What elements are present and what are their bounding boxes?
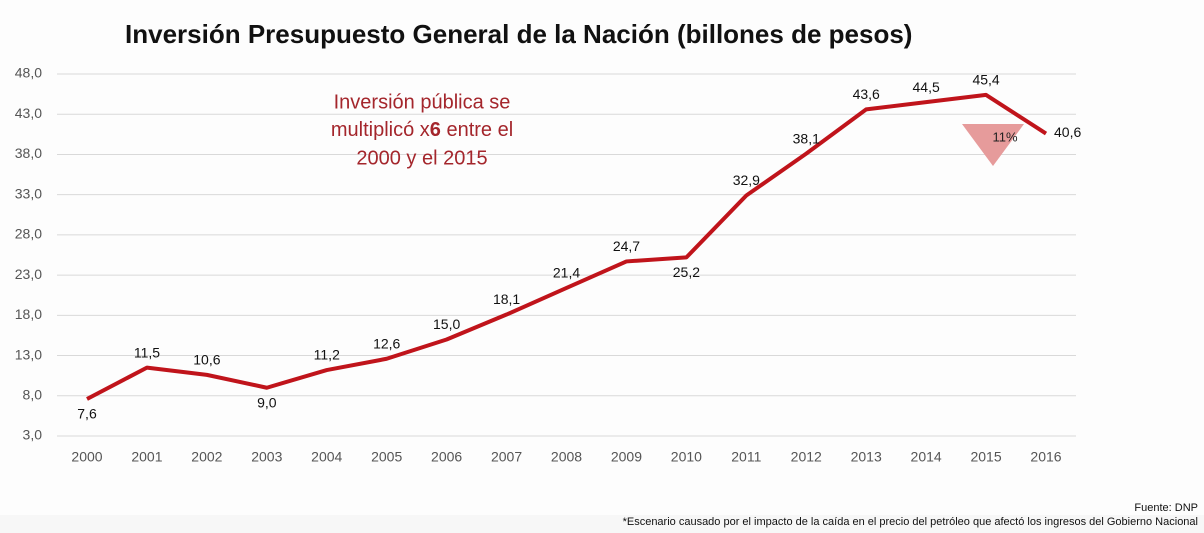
value-label: 40,6 [1054,124,1081,140]
value-label: 32,9 [733,172,760,188]
x-tick-label: 2004 [311,449,342,465]
annotation: 2000 y el 2015 [356,147,487,169]
value-label: 15,0 [433,316,460,332]
x-tick-label: 2000 [71,449,102,465]
y-tick-label: 8,0 [23,386,43,402]
panel [0,0,1204,515]
x-tick-label: 2002 [191,449,222,465]
x-tick-label: 2007 [491,449,522,465]
value-label: 43,6 [853,86,880,102]
x-tick-label: 2015 [970,449,1001,465]
x-tick-label: 2014 [911,449,942,465]
x-tick-label: 2001 [131,449,162,465]
value-label: 11,2 [314,347,340,363]
x-tick-label: 2003 [251,449,282,465]
annotation: Inversión pública se [334,91,511,113]
value-label: 11,5 [134,344,160,360]
y-tick-label: 38,0 [15,145,42,161]
value-label: 21,4 [553,265,580,281]
y-tick-label: 28,0 [15,226,42,242]
x-tick-label: 2012 [791,449,822,465]
drop-marker [962,124,1024,166]
value-label: 18,1 [493,291,520,307]
y-tick-label: 48,0 [15,65,42,81]
value-label: 12,6 [373,335,400,351]
value-label: 10,6 [193,352,220,368]
value-label: 25,2 [673,264,700,280]
x-tick-label: 2016 [1030,449,1061,465]
value-label: 44,5 [913,79,940,95]
value-label: 7,6 [77,406,97,422]
annotation-part: 6 [430,119,441,141]
annotation: multiplicó x6 entre el [331,119,513,141]
value-label: 45,4 [972,72,999,88]
source: Fuente: DNP [1134,502,1198,514]
y-tick-label: 13,0 [15,346,42,362]
x-tick-label: 2005 [371,449,402,465]
line [86,92,1048,401]
x-tick-label: 2009 [611,449,642,465]
y-tick-label: 23,0 [15,266,42,282]
x-tick-label: 2006 [431,449,462,465]
x-tick-label: 2008 [551,449,582,465]
value-label: 24,7 [613,238,640,254]
annotation-part: multiplicó x [331,119,430,141]
footnote: *Escenario causado por el impacto de la … [623,516,1198,528]
drop-label: 11% [992,129,1017,144]
chart-title: Inversión Presupuesto General de la Naci… [125,19,912,49]
value-label: 38,1 [793,130,820,146]
value-label: 9,0 [257,394,277,410]
x-tick-label: 2010 [671,449,702,465]
y-tick-label: 43,0 [15,105,42,121]
y-tick-label: 18,0 [15,306,42,322]
annotation-part: entre el [441,119,513,141]
y-tick-label: 33,0 [15,185,42,201]
x-tick-label: 2013 [851,449,882,465]
x-tick-label: 2011 [731,449,761,465]
y-tick-label: 3,0 [23,427,43,443]
